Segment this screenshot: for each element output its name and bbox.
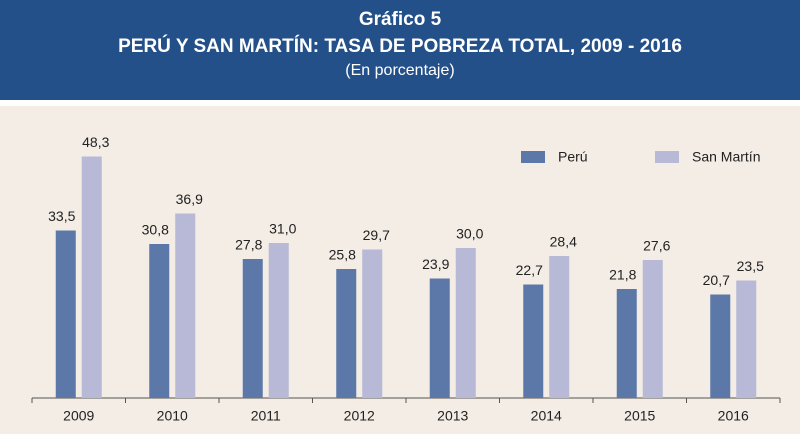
- bar: [736, 280, 757, 398]
- legend-label: San Martín: [692, 149, 760, 165]
- bar: [455, 248, 476, 398]
- data-label: 20,7: [703, 272, 730, 288]
- bar: [81, 156, 102, 398]
- chart-subtitle: PERÚ Y SAN MARTÍN: TASA DE POBREZA TOTAL…: [118, 35, 682, 57]
- x-tick-label: 2013: [437, 408, 468, 424]
- bar: [268, 243, 289, 398]
- x-tick-label: 2015: [624, 408, 655, 424]
- data-label: 29,7: [363, 227, 390, 243]
- data-label: 30,8: [142, 222, 169, 238]
- chart-note: (En porcentaje): [345, 62, 454, 79]
- x-tick-label: 2009: [63, 408, 94, 424]
- data-label: 23,9: [422, 256, 449, 272]
- x-tick-label: 2012: [344, 408, 375, 424]
- bar: [149, 244, 170, 398]
- legend-label: Perú: [558, 149, 588, 165]
- x-tick-label: 2010: [157, 408, 188, 424]
- header-band: [0, 0, 800, 100]
- data-label: 25,8: [329, 247, 356, 263]
- legend-swatch: [655, 151, 679, 163]
- bar: [362, 249, 383, 398]
- chart-title: Gráfico 5: [359, 9, 442, 30]
- x-tick-label: 2011: [251, 408, 281, 424]
- bar: [523, 284, 544, 398]
- data-label: 28,4: [550, 234, 577, 250]
- data-label: 33,5: [48, 208, 75, 224]
- bar: [55, 230, 76, 398]
- data-label: 21,8: [609, 267, 636, 283]
- data-label: 31,0: [269, 221, 296, 237]
- data-label: 36,9: [176, 191, 203, 207]
- data-label: 27,6: [643, 238, 670, 254]
- bar: [429, 278, 450, 398]
- data-label: 22,7: [516, 262, 543, 278]
- bar: [616, 289, 637, 398]
- bar: [710, 294, 731, 398]
- bar: [175, 213, 196, 398]
- data-label: 30,0: [456, 226, 483, 242]
- data-label: 23,5: [737, 258, 764, 274]
- data-label: 27,8: [235, 237, 262, 253]
- data-label: 48,3: [82, 134, 109, 150]
- legend-swatch: [521, 151, 545, 163]
- bar: [336, 269, 357, 398]
- bar: [242, 259, 263, 398]
- plot-background: [0, 106, 800, 434]
- bar: [549, 256, 570, 398]
- x-tick-label: 2016: [718, 408, 749, 424]
- bar: [642, 260, 663, 398]
- x-tick-label: 2014: [531, 408, 562, 424]
